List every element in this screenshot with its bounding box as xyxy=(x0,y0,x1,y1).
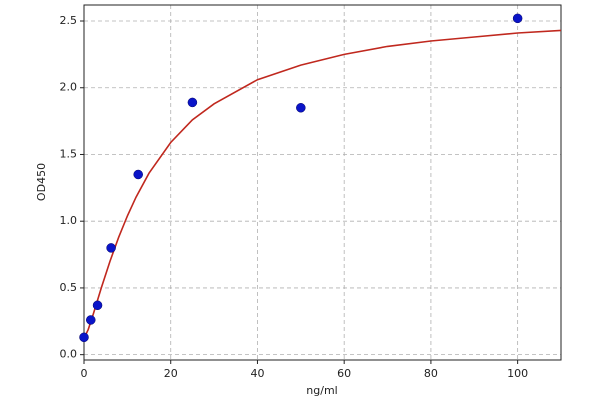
y-axis-label: OD450 xyxy=(35,163,48,201)
x-tick-label: 60 xyxy=(337,367,351,380)
data-point xyxy=(133,169,143,180)
x-tick-label: 20 xyxy=(164,367,178,380)
x-tick-label: 80 xyxy=(424,367,438,380)
y-tick-label: 0.0 xyxy=(60,348,78,361)
y-tick-label: 1.5 xyxy=(60,147,78,160)
data-point xyxy=(79,332,89,343)
data-point xyxy=(86,315,96,325)
data-point xyxy=(187,97,198,108)
y-tick-label: 0.5 xyxy=(60,281,78,294)
x-tick-label: 0 xyxy=(81,367,88,380)
data-point xyxy=(512,13,523,24)
fit-curve xyxy=(84,29,561,339)
y-tick-label: 2.0 xyxy=(60,81,78,94)
y-tick-label: 1.0 xyxy=(60,214,78,227)
plot-area xyxy=(84,5,561,360)
y-tick-label: 2.5 xyxy=(60,14,78,27)
data-point xyxy=(92,300,103,311)
plot-frame xyxy=(83,4,562,361)
data-point xyxy=(296,103,306,113)
data-point xyxy=(106,243,116,253)
x-tick-label: 100 xyxy=(507,367,528,380)
x-axis-label: ng/ml xyxy=(306,384,337,397)
x-tick-label: 40 xyxy=(250,367,264,380)
